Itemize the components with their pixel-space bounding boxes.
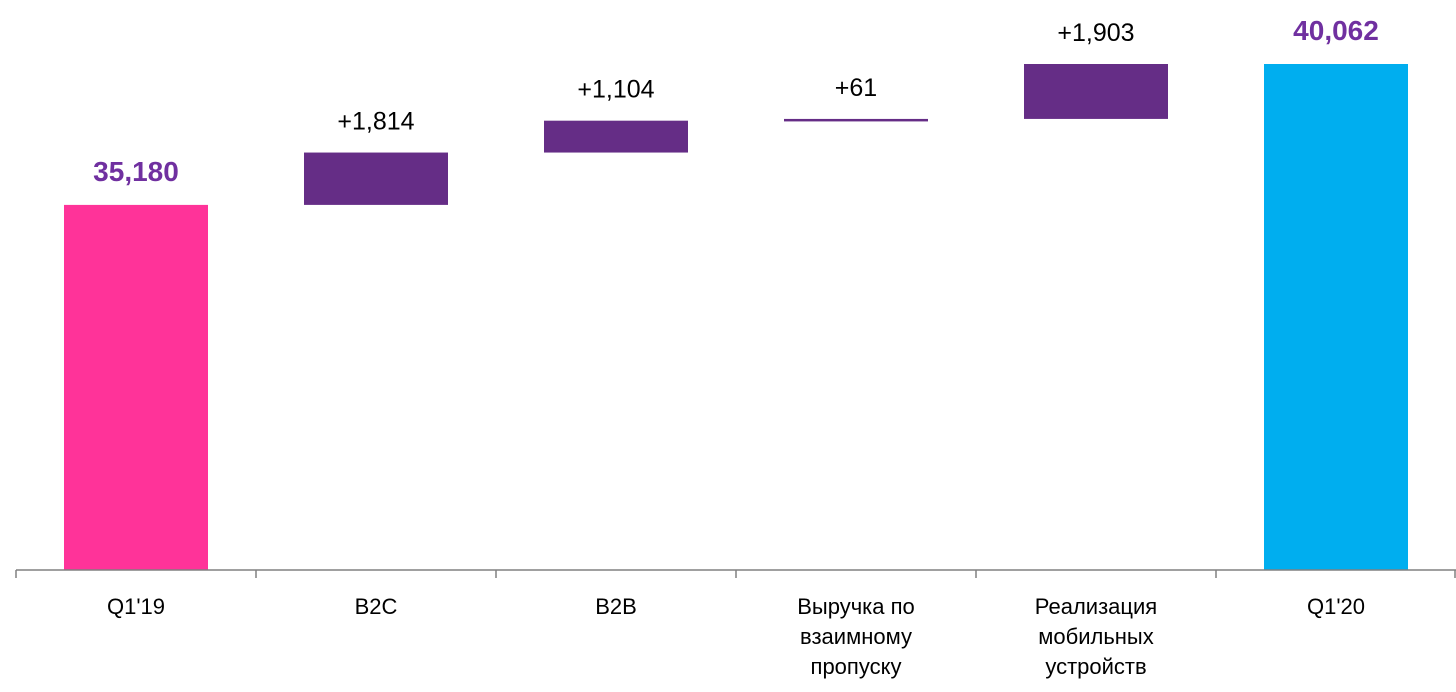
x-tick-label-line: пропуску (811, 654, 902, 679)
x-tick-label-line: Реализация (1035, 594, 1157, 619)
x-tick-label-0: Q1'19 (107, 594, 165, 619)
bar-0 (64, 204, 208, 570)
value-label-5: 40,062 (1293, 15, 1379, 46)
x-tick-label-1: B2C (355, 594, 398, 619)
x-tick-label-line: B2C (355, 594, 398, 619)
x-tick-label-3: Выручка по взаимному пропуску (797, 594, 915, 679)
value-label-2: +1,104 (577, 76, 654, 104)
value-label-3: +61 (835, 74, 877, 102)
bar-4 (1024, 64, 1168, 119)
bar-2 (544, 120, 688, 153)
x-tick-label-line: устройств (1045, 654, 1146, 679)
x-tick-label-5: Q1'20 (1307, 594, 1365, 619)
x-tick-label-line: взаимному (800, 624, 912, 649)
value-label-4: +1,903 (1057, 19, 1134, 47)
x-tick-label-line: мобильных (1038, 624, 1154, 649)
bar-1 (304, 152, 448, 205)
x-tick-label-line: Q1'20 (1307, 594, 1365, 619)
value-label-1: +1,814 (337, 108, 414, 136)
bar-5 (1264, 64, 1408, 570)
value-labels-layer: 35,180 +1,814 +1,104 +61 +1,903 40,062 (93, 15, 1379, 187)
bar-3 (784, 118, 928, 122)
x-axis (15, 569, 1456, 578)
x-tick-label-line: B2B (595, 594, 637, 619)
x-tick-labels-layer: Q1'19 B2C B2B Выручка по взаимному пропуску Ре… (107, 594, 1365, 679)
x-tick-label-line: Выручка по (797, 594, 915, 619)
x-tick-label-4: Реализация мобильных устройств (1035, 594, 1157, 679)
bars-layer (64, 64, 1408, 570)
x-tick-label-line: Q1'19 (107, 594, 165, 619)
x-tick-label-2: B2B (595, 594, 637, 619)
value-label-0: 35,180 (93, 156, 179, 187)
